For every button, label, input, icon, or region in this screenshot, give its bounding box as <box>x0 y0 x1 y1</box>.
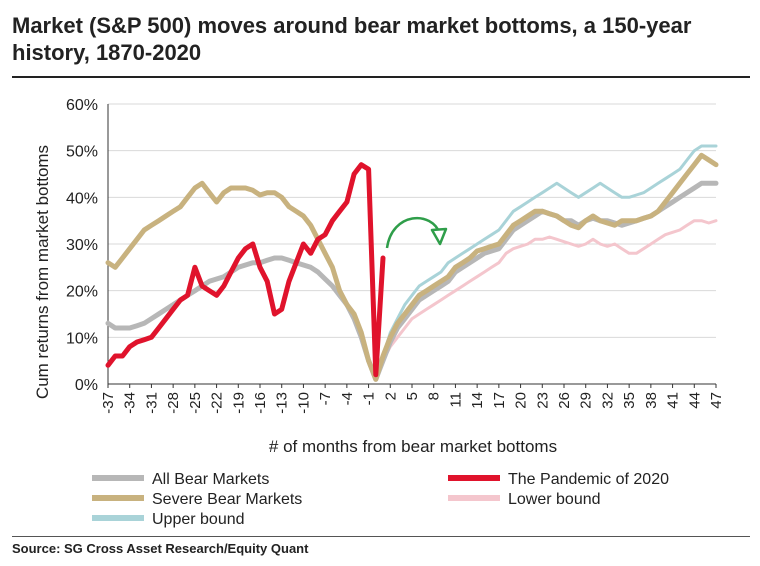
x-tick-labels: -37 -34 -31 -28 -25 -22 -19 -16 -13 -10 -7 -4 -1 2 5 8 1… <box>100 392 725 414</box>
recovery-arrow-icon <box>385 216 448 249</box>
y-tick-label: 40% <box>66 190 98 207</box>
y-tick-labels: 0% 10% 20% 30% 40% 50% 60% <box>66 97 98 394</box>
chart-title: Market (S&P 500) moves around bear marke… <box>12 13 692 65</box>
legend-label-lower-bound: Lower bound <box>508 491 601 508</box>
y-tick-label: 0% <box>75 377 98 394</box>
source-note: Source: SG Cross Asset Research/Equity Q… <box>12 541 309 556</box>
legend-label-the-pandemic-of-2020: The Pandemic of 2020 <box>508 471 669 488</box>
legend: All Bear Markets Severe Bear Markets The P… <box>92 471 669 528</box>
x-tick-label: 20 <box>513 392 530 409</box>
y-tick-label: 50% <box>66 144 98 161</box>
x-tick-label: -19 <box>230 392 247 414</box>
title-divider <box>12 76 750 78</box>
y-tick-label: 20% <box>66 284 98 301</box>
x-tick-label: 35 <box>621 392 638 409</box>
x-tick-label: -16 <box>252 392 269 414</box>
y-tick-label: 30% <box>66 237 98 254</box>
x-tick-label: 38 <box>643 392 660 409</box>
y-axis-label: Cum returns from market bottoms <box>33 145 52 399</box>
x-tick-label: 11 <box>447 392 464 408</box>
x-tick-label: 47 <box>708 392 725 409</box>
x-tick-label: -31 <box>143 392 160 414</box>
x-tick-label: -22 <box>209 392 226 414</box>
x-tick-label: 23 <box>534 392 551 409</box>
x-tick-label: 29 <box>578 392 595 409</box>
series-line-the-pandemic-of-2020 <box>105 162 386 378</box>
y-tick-label: 10% <box>66 330 98 347</box>
series-line-upper-bound <box>374 144 718 381</box>
y-tick-label: 60% <box>66 97 98 114</box>
x-tick-label: 41 <box>665 392 682 409</box>
line-chart: 0%10%20%30%40%50%60% -37 -34 -31 -28 -25 -22-… <box>33 97 725 528</box>
x-tick-label: -34 <box>122 392 139 414</box>
x-tick-label: -28 <box>165 392 182 414</box>
x-tick-label: 44 <box>686 392 703 409</box>
series-line-severe-bear-markets <box>105 152 719 382</box>
x-tick-label: 8 <box>426 392 443 400</box>
legend-label-all-bear-markets: All Bear Markets <box>152 471 269 488</box>
x-tick-label: -37 <box>100 392 117 414</box>
x-tick-label: -10 <box>295 392 312 414</box>
x-tick-label: 17 <box>491 392 508 409</box>
x-axis-label: # of months from bear market bottoms <box>269 437 557 456</box>
series-line-lower-bound <box>374 219 718 381</box>
x-tick-label: 26 <box>556 392 573 409</box>
x-tick-label: -4 <box>339 392 356 405</box>
legend-label-upper-bound: Upper bound <box>152 511 245 528</box>
legend-label-severe-bear-markets: Severe Bear Markets <box>152 491 302 508</box>
x-tick-label: -13 <box>274 392 291 414</box>
x-tick-label: 14 <box>469 392 486 409</box>
x-tick-label: -1 <box>361 392 378 405</box>
series-lines <box>105 144 719 382</box>
x-tick-label: 5 <box>404 392 421 400</box>
grid-lines <box>108 103 716 385</box>
x-tick-label: -7 <box>317 392 334 405</box>
x-tick-label: 2 <box>382 392 399 400</box>
x-tick-label: -25 <box>187 392 204 414</box>
source-divider <box>12 536 750 537</box>
x-tick-label: 32 <box>599 392 616 409</box>
axes <box>107 104 717 388</box>
